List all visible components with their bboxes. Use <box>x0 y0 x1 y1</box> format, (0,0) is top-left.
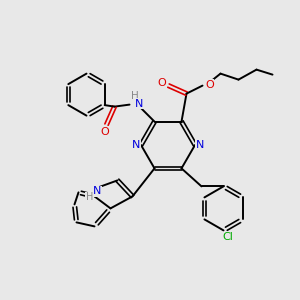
Text: N: N <box>132 140 140 150</box>
Text: H: H <box>130 91 138 100</box>
Text: N: N <box>93 186 102 197</box>
Text: H: H <box>86 192 93 203</box>
Text: N: N <box>135 99 144 109</box>
Text: O: O <box>100 127 109 136</box>
Text: N: N <box>196 140 204 150</box>
Text: O: O <box>205 80 214 90</box>
Text: O: O <box>157 78 166 88</box>
Text: Cl: Cl <box>222 232 233 242</box>
